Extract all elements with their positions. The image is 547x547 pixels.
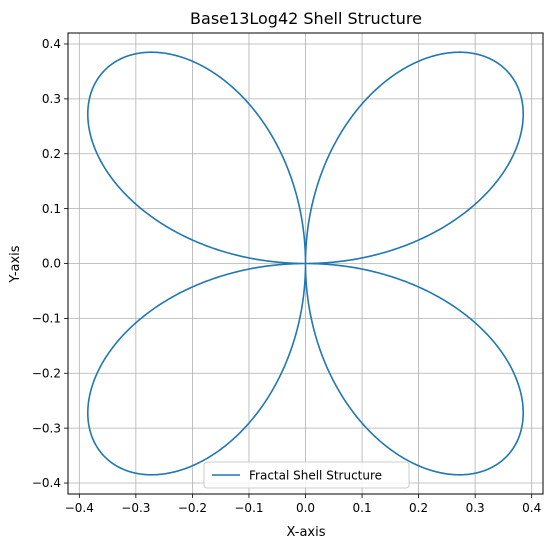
y-axis-label: Y-axis — [8, 245, 23, 283]
x-axis-label: X-axis — [287, 525, 326, 540]
y-tick-label: 0.0 — [42, 257, 61, 271]
series-line-fractal-shell-structure — [86, 51, 525, 476]
chart-title: Base13Log42 Shell Structure — [190, 9, 422, 28]
x-tick-label: 0.4 — [522, 501, 541, 515]
legend: Fractal Shell Structure — [203, 461, 410, 489]
y-tick-label: 0.1 — [42, 202, 61, 216]
x-tick-label: 0.2 — [409, 501, 428, 515]
x-tick-label: −0.3 — [121, 501, 150, 515]
x-tick-label: 0.1 — [353, 501, 372, 515]
series-layer — [86, 51, 525, 476]
y-tick-label: 0.4 — [42, 37, 61, 51]
y-tick-label: −0.2 — [32, 366, 61, 380]
x-tick-label: 0.0 — [296, 501, 315, 515]
legend-box — [203, 461, 410, 489]
y-tick-label: 0.2 — [42, 147, 61, 161]
y-tick-label: −0.3 — [32, 421, 61, 435]
x-tick-label: 0.3 — [466, 501, 485, 515]
legend-label: Fractal Shell Structure — [249, 469, 382, 483]
y-tick-label: −0.1 — [32, 312, 61, 326]
x-tick-label: −0.1 — [234, 501, 263, 515]
axis-ticks: −0.4 −0.3 −0.2 −0.1 0.0 0.1 0.2 0.3 0.4 −0.4 −0.3 −… — [32, 37, 541, 515]
y-tick-label: −0.4 — [32, 476, 61, 490]
x-tick-label: −0.2 — [178, 501, 207, 515]
x-tick-label: −0.4 — [65, 501, 94, 515]
y-tick-label: 0.3 — [42, 92, 61, 106]
